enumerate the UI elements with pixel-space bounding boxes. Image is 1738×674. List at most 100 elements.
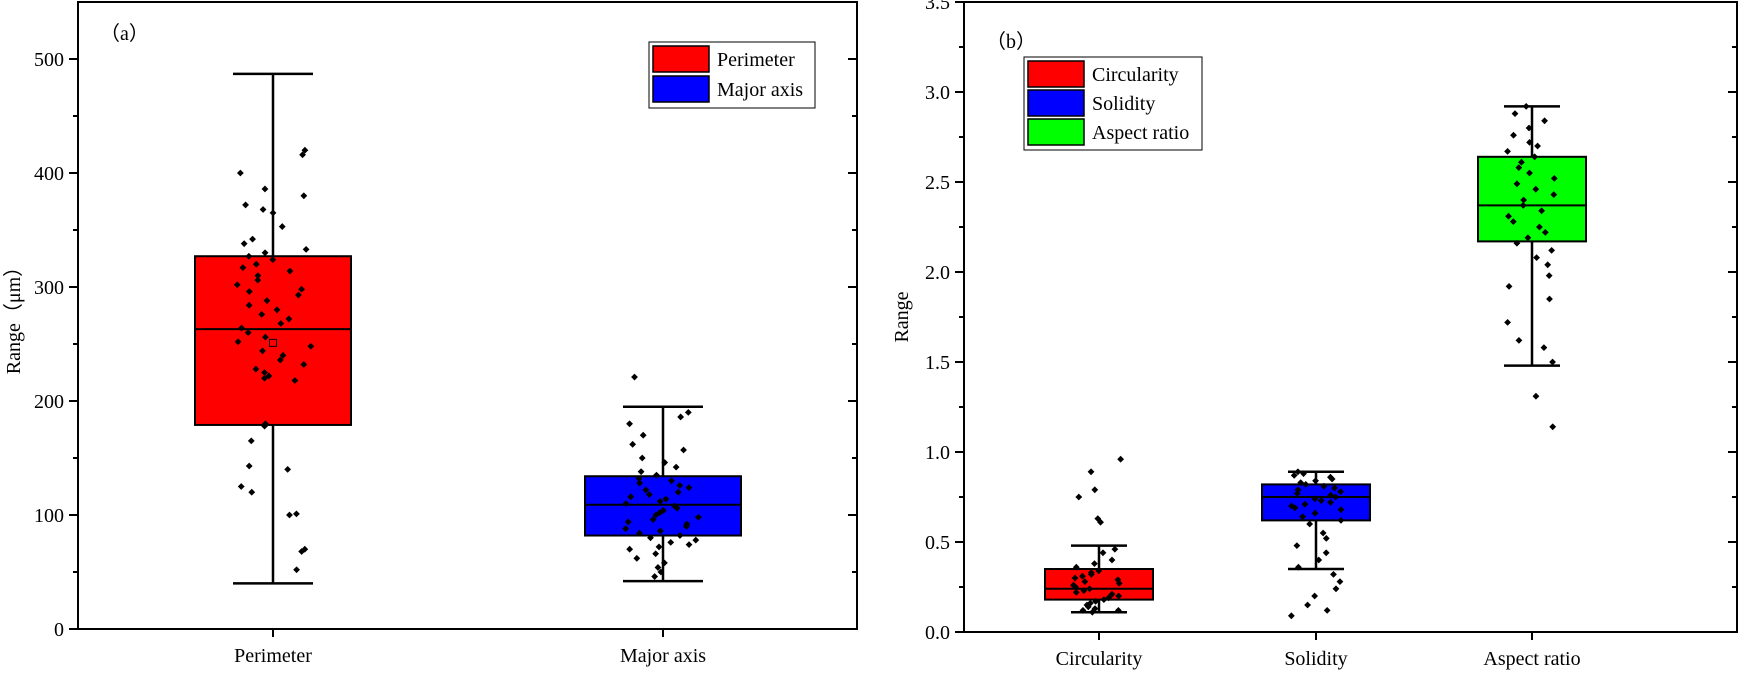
data-point	[279, 352, 287, 359]
mean-marker	[269, 338, 277, 347]
data-point	[649, 516, 657, 523]
data-point	[1549, 423, 1557, 431]
data-point	[252, 260, 260, 268]
data-point	[676, 532, 684, 539]
legend-swatch	[652, 45, 710, 73]
data-point	[624, 518, 632, 526]
data-point	[1070, 581, 1077, 589]
data-point	[1095, 567, 1103, 575]
data-point	[234, 338, 242, 346]
data-point	[629, 440, 637, 448]
data-point	[252, 365, 260, 373]
data-point	[299, 151, 306, 159]
data-point	[1522, 103, 1530, 110]
data-point	[248, 488, 256, 496]
data-point	[1079, 572, 1086, 580]
data-point	[1509, 218, 1517, 225]
data-point	[1295, 563, 1302, 571]
data-point	[626, 420, 633, 428]
data-point	[261, 374, 268, 382]
data-point	[307, 342, 315, 350]
data-point	[240, 240, 248, 248]
data-point	[1302, 481, 1310, 488]
data-point	[239, 264, 247, 272]
data-point	[652, 511, 660, 519]
y-axis-title: Range	[891, 291, 913, 342]
data-point	[1072, 583, 1079, 591]
data-point	[683, 523, 690, 530]
data-point	[1111, 545, 1119, 553]
data-point	[674, 488, 682, 496]
data-point	[1115, 592, 1123, 600]
y-axis-title: Range（μm）	[2, 257, 25, 374]
data-point	[673, 504, 681, 512]
data-point	[1091, 605, 1099, 612]
data-point	[1550, 191, 1558, 198]
data-point	[637, 468, 645, 476]
data-point	[277, 320, 285, 327]
data-point	[680, 446, 687, 454]
legend-label: Circularity	[1092, 64, 1179, 86]
data-point	[1534, 142, 1541, 150]
data-point	[233, 281, 241, 289]
data-point	[655, 543, 663, 551]
data-point	[1100, 596, 1108, 603]
data-point	[1291, 504, 1299, 512]
data-point	[1091, 486, 1099, 494]
data-point	[1337, 506, 1345, 513]
data-point	[291, 377, 299, 384]
data-point	[1108, 556, 1116, 564]
data-point	[1504, 148, 1511, 155]
data-point	[1323, 607, 1331, 614]
data-point	[1546, 295, 1553, 303]
data-point	[1328, 475, 1336, 483]
data-point	[1293, 542, 1301, 549]
panel-label: （a）	[100, 22, 149, 45]
data-point	[259, 347, 266, 355]
panel-b-chart: 0.0 0.5 1.0 1.5 2.0 2.5 3.0 3.5 Range （b） Circular…	[891, 0, 1738, 670]
y-tick-label: 2.0	[925, 262, 950, 284]
data-point	[672, 463, 680, 471]
data-point	[636, 479, 644, 487]
data-point	[1538, 207, 1546, 215]
data-point	[247, 437, 255, 445]
data-point	[278, 223, 286, 230]
data-point	[1337, 488, 1345, 495]
data-point	[1072, 589, 1080, 596]
data-point	[1531, 153, 1539, 161]
legend-label: Major axis	[717, 79, 803, 101]
y-tick-label: 1.0	[925, 442, 950, 464]
data-point	[1322, 549, 1330, 557]
data-point	[661, 559, 668, 567]
data-point	[1072, 563, 1080, 571]
data-point	[293, 566, 300, 574]
data-point	[1293, 490, 1301, 497]
data-point	[1504, 319, 1511, 326]
data-point	[677, 413, 685, 421]
data-point	[300, 361, 308, 368]
data-point	[662, 495, 670, 503]
data-point	[692, 536, 700, 544]
box-major-axis	[584, 475, 742, 537]
data-point	[1086, 585, 1094, 593]
data-point	[1301, 500, 1309, 508]
data-point	[1297, 479, 1305, 486]
data-point	[671, 502, 678, 510]
data-point	[1290, 472, 1298, 479]
data-point	[1337, 517, 1345, 524]
data-point	[249, 235, 256, 243]
data-point	[1327, 499, 1334, 506]
y-tick-label: 200	[34, 391, 64, 413]
data-point	[1315, 556, 1323, 564]
x-tick-label: Solidity	[1284, 648, 1347, 670]
data-point	[656, 497, 664, 505]
data-point	[622, 500, 630, 507]
data-point	[1548, 247, 1556, 254]
data-point	[1332, 493, 1340, 501]
data-point	[1540, 344, 1548, 351]
legend-label: Solidity	[1092, 93, 1155, 115]
y-tick-label: 0.0	[925, 622, 950, 644]
data-point	[242, 201, 249, 209]
y-tick-label: 100	[34, 505, 64, 527]
